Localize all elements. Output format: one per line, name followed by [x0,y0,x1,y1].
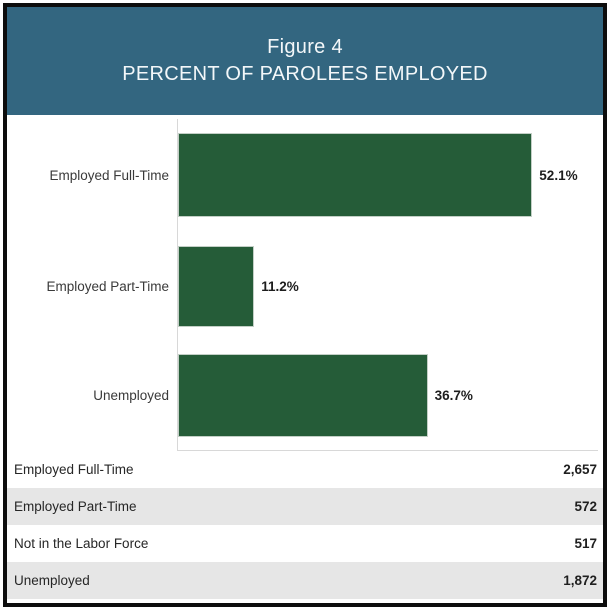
row-label: Employed Part-Time [14,499,137,514]
figure-header: Figure 4 PERCENT OF PAROLEES EMPLOYED [7,7,603,115]
y-axis-line [177,119,178,451]
row-label: Employed Full-Time [14,462,134,477]
table-row: Unemployed 1,872 [7,562,603,599]
row-value: 2,657 [563,462,597,477]
bar [178,354,428,437]
x-axis-line [177,450,598,451]
category-label: Employed Full-Time [49,167,169,183]
row-value: 517 [574,536,597,551]
figure-title: PERCENT OF PAROLEES EMPLOYED [122,63,488,85]
bar [178,133,533,217]
category-label: Unemployed [93,388,169,403]
category-label: Employed Part-Time [46,279,169,294]
figure-container: Figure 4 PERCENT OF PAROLEES EMPLOYED Em… [3,3,607,607]
value-label: 52.1% [539,167,578,183]
row-label: Not in the Labor Force [14,536,149,551]
employment-bar-chart: Employed Full-Time 52.1% Employed Part-Tim… [7,115,603,451]
row-value: 572 [574,499,597,514]
value-label: 11.2% [261,279,299,294]
table-row: Not in the Labor Force 517 [7,525,603,562]
figure-number: Figure 4 [267,36,343,58]
value-label: 36.7% [434,388,473,403]
chart-row: Unemployed 36.7% [7,354,603,437]
chart-row: Employed Full-Time 52.1% [7,133,603,217]
table-row: Employed Full-Time 2,657 [7,451,603,488]
bar [178,246,255,327]
chart-row: Employed Part-Time 11.2% [7,246,603,327]
table-row: Employed Part-Time 572 [7,488,603,525]
row-label: Unemployed [14,573,90,588]
row-value: 1,872 [563,573,597,588]
summary-table: Employed Full-Time 2,657 Employed Part-Tim… [7,451,603,599]
